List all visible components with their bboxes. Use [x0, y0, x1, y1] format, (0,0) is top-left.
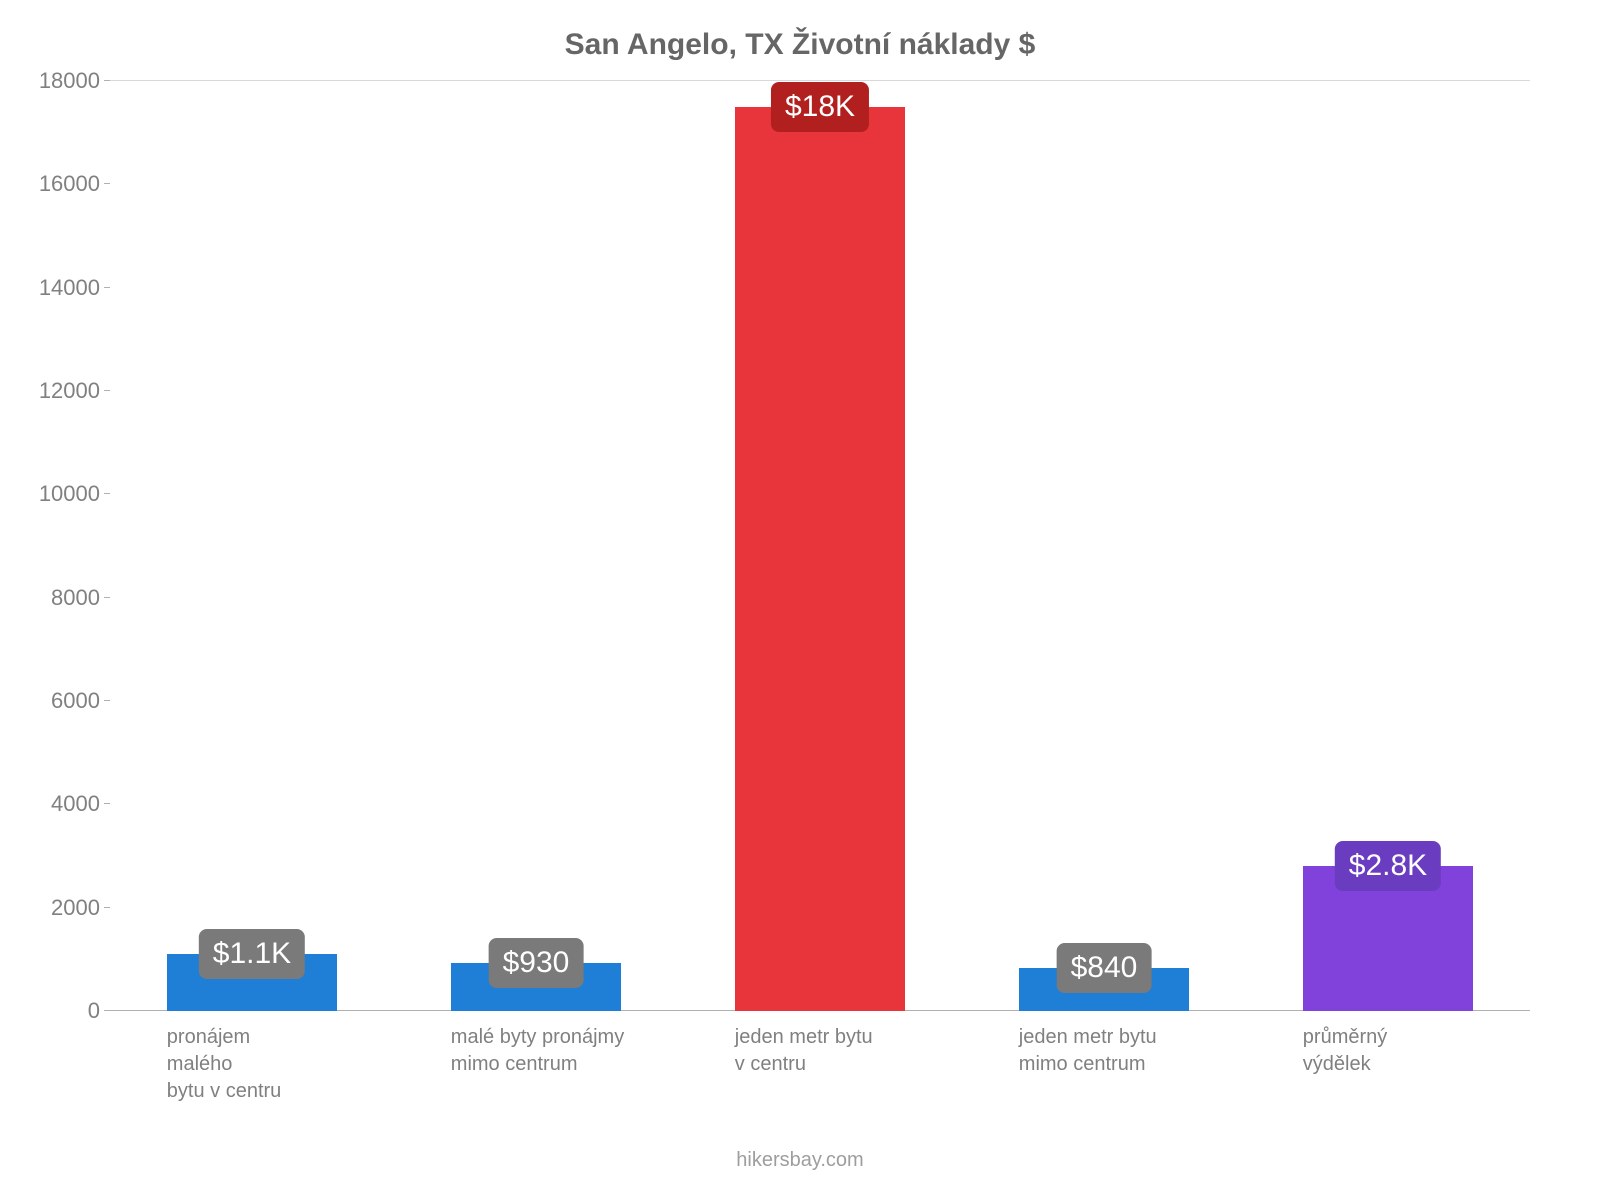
- bars-layer: $1.1K $930 $18K $840 $2.8K: [110, 81, 1530, 1011]
- y-tick-label: 16000: [25, 171, 100, 197]
- y-tick-mark: [104, 287, 110, 288]
- bar-value-label: $1.1K: [199, 929, 305, 979]
- bar-value-label: $2.8K: [1335, 841, 1441, 891]
- y-tick-mark: [104, 493, 110, 494]
- bar-value-label: $930: [489, 938, 584, 988]
- y-tick-label: 10000: [25, 481, 100, 507]
- y-tick-mark: [104, 597, 110, 598]
- credit-text: hikersbay.com: [0, 1149, 1600, 1172]
- y-tick-mark: [104, 803, 110, 804]
- y-tick-label: 4000: [25, 791, 100, 817]
- plot-area: $1.1K$930$18K$840$2.8K 02000400060008000…: [110, 80, 1530, 1011]
- x-category-label: malé byty pronájmy mimo centrum: [451, 1024, 735, 1078]
- bar-value-label: $18K: [771, 82, 869, 132]
- chart-container: San Angelo, TX Životní náklady $ $1.1K $9…: [0, 0, 1600, 1200]
- x-category-label: jeden metr bytu v centru: [735, 1024, 1019, 1078]
- y-tick-label: 2000: [25, 895, 100, 921]
- y-tick-mark: [104, 80, 110, 81]
- y-tick-label: 18000: [25, 68, 100, 94]
- y-tick-label: 12000: [25, 378, 100, 404]
- y-tick-label: 6000: [25, 688, 100, 714]
- y-tick-mark: [104, 183, 110, 184]
- chart-title: San Angelo, TX Životní náklady $: [0, 28, 1600, 62]
- y-tick-mark: [104, 700, 110, 701]
- bar-value-label: $840: [1057, 943, 1152, 993]
- bar: [735, 107, 905, 1011]
- y-tick-label: 8000: [25, 585, 100, 611]
- x-category-label: průměrný výdělek: [1303, 1024, 1587, 1078]
- x-category-label: pronájem malého bytu v centru: [167, 1024, 451, 1105]
- x-category-label: jeden metr bytu mimo centrum: [1019, 1024, 1303, 1078]
- y-tick-mark: [104, 390, 110, 391]
- y-tick-mark: [104, 907, 110, 908]
- y-tick-label: 0: [25, 998, 100, 1024]
- y-tick-label: 14000: [25, 275, 100, 301]
- y-tick-mark: [104, 1010, 110, 1011]
